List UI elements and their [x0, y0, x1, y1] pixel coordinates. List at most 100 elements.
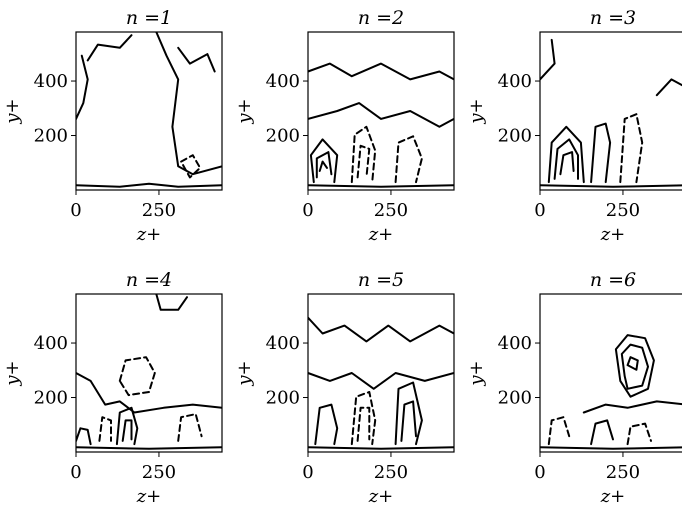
x-axis-label: z+ [600, 224, 626, 245]
positive-contour-1 [308, 316, 454, 343]
positive-contour-1 [614, 334, 655, 398]
y-axis-label: y+ [466, 360, 487, 386]
negative-contour-6 [350, 125, 377, 184]
positive-contour-9 [308, 184, 454, 188]
panel-title: n =2 [358, 7, 404, 29]
x-tick-label: 0 [534, 200, 545, 221]
positive-contour-8 [540, 184, 682, 188]
plot-frame [539, 31, 682, 191]
positive-contour-5 [115, 406, 139, 446]
positive-contour-6 [590, 419, 614, 446]
plot-frame [307, 293, 455, 453]
negative-contour-4 [350, 391, 377, 446]
x-tick-label: 0 [302, 200, 313, 221]
positive-contour-3 [314, 403, 339, 446]
x-tick-label: 0 [534, 462, 545, 483]
x-axis-label: z+ [368, 486, 394, 507]
positive-contour-4 [76, 427, 92, 446]
y-tick-label: 200 [498, 126, 532, 147]
positive-contour-2 [547, 125, 585, 184]
contour-panel-5: n =5 0 250 200 400 z+ y+ [234, 269, 455, 507]
negative-contour-8 [394, 135, 423, 184]
positive-contour-9 [76, 446, 222, 450]
negative-contour-2 [118, 356, 156, 397]
positive-contour-1 [86, 34, 133, 62]
contour-lines [308, 316, 454, 450]
y-axis-label: y+ [234, 98, 255, 124]
y-tick-label: 200 [266, 388, 300, 409]
positive-contour-3 [626, 356, 639, 371]
positive-contour-6 [121, 419, 133, 442]
positive-contour-4 [559, 151, 575, 176]
x-tick-label: 250 [606, 462, 640, 483]
plot-frame [75, 31, 223, 191]
panel-title: n =3 [590, 7, 636, 29]
positive-contour-6 [394, 381, 423, 446]
contour-panel-4: n =4 0 250 200 400 z+ y+ [2, 269, 223, 507]
y-tick-label: 400 [498, 333, 532, 354]
positive-contour-3 [155, 294, 188, 311]
positive-contour-7 [655, 78, 682, 97]
contour-panel-3: n =3 0 250 200 400 z+ y+ [466, 7, 682, 245]
y-tick-label: 400 [266, 71, 300, 92]
negative-contour-5 [547, 416, 571, 446]
positive-contour-2 [76, 54, 89, 120]
positive-contour-3 [309, 138, 339, 184]
y-tick-label: 200 [34, 388, 68, 409]
x-axis-label: z+ [136, 486, 162, 507]
positive-contour-5 [318, 160, 328, 172]
x-tick-label: 0 [70, 462, 81, 483]
contour-lines [76, 294, 222, 450]
y-tick-label: 400 [266, 333, 300, 354]
positive-contour-3 [553, 138, 579, 180]
positive-contour-2 [308, 102, 454, 128]
x-tick-label: 250 [374, 200, 408, 221]
positive-contour-2 [308, 372, 454, 390]
positive-contour-3 [155, 32, 222, 176]
plot-frame [75, 293, 223, 453]
panel-title: n =5 [358, 269, 404, 291]
y-axis-label: y+ [2, 360, 23, 386]
x-tick-label: 250 [374, 462, 408, 483]
positive-contour-6 [76, 182, 222, 188]
negative-contour-7 [626, 422, 652, 446]
x-tick-label: 0 [302, 462, 313, 483]
positive-contour-4 [582, 400, 682, 414]
y-tick-label: 400 [498, 71, 532, 92]
panel-title: n =1 [126, 7, 172, 29]
x-tick-label: 250 [142, 200, 176, 221]
x-axis-label: z+ [368, 224, 394, 245]
contour-panel-2: n =2 0 250 200 400 z+ y+ [234, 7, 455, 245]
y-tick-label: 200 [266, 126, 300, 147]
positive-contour-1 [308, 62, 454, 81]
contour-panel-6: n =6 0 250 200 400 z+ y+ [466, 269, 682, 507]
x-tick-label: 0 [70, 200, 81, 221]
positive-contour-1 [540, 38, 556, 81]
negative-contour-8 [177, 413, 203, 442]
plot-frame [307, 31, 455, 191]
negative-contour-5 [356, 406, 371, 442]
y-tick-label: 200 [498, 388, 532, 409]
x-tick-label: 250 [142, 462, 176, 483]
panel-title: n =4 [126, 269, 172, 291]
positive-contour-4 [177, 46, 216, 73]
y-tick-label: 200 [34, 126, 68, 147]
y-axis-label: y+ [234, 360, 255, 386]
positive-contour-2 [620, 343, 649, 390]
positive-contour-5 [590, 122, 612, 184]
contour-lines [540, 38, 682, 188]
negative-contour-7 [98, 416, 112, 442]
x-axis-label: z+ [136, 224, 162, 245]
y-axis-label: y+ [466, 98, 487, 124]
y-tick-label: 400 [34, 71, 68, 92]
contour-lines [540, 334, 682, 450]
negative-contour-7 [356, 144, 371, 179]
positive-contour-1 [76, 372, 222, 414]
plot-frame [539, 293, 682, 453]
panel-title: n =6 [590, 269, 636, 291]
x-axis-label: z+ [600, 486, 626, 507]
contour-lines [308, 62, 454, 188]
x-tick-label: 250 [606, 200, 640, 221]
contour-lines [76, 32, 222, 188]
